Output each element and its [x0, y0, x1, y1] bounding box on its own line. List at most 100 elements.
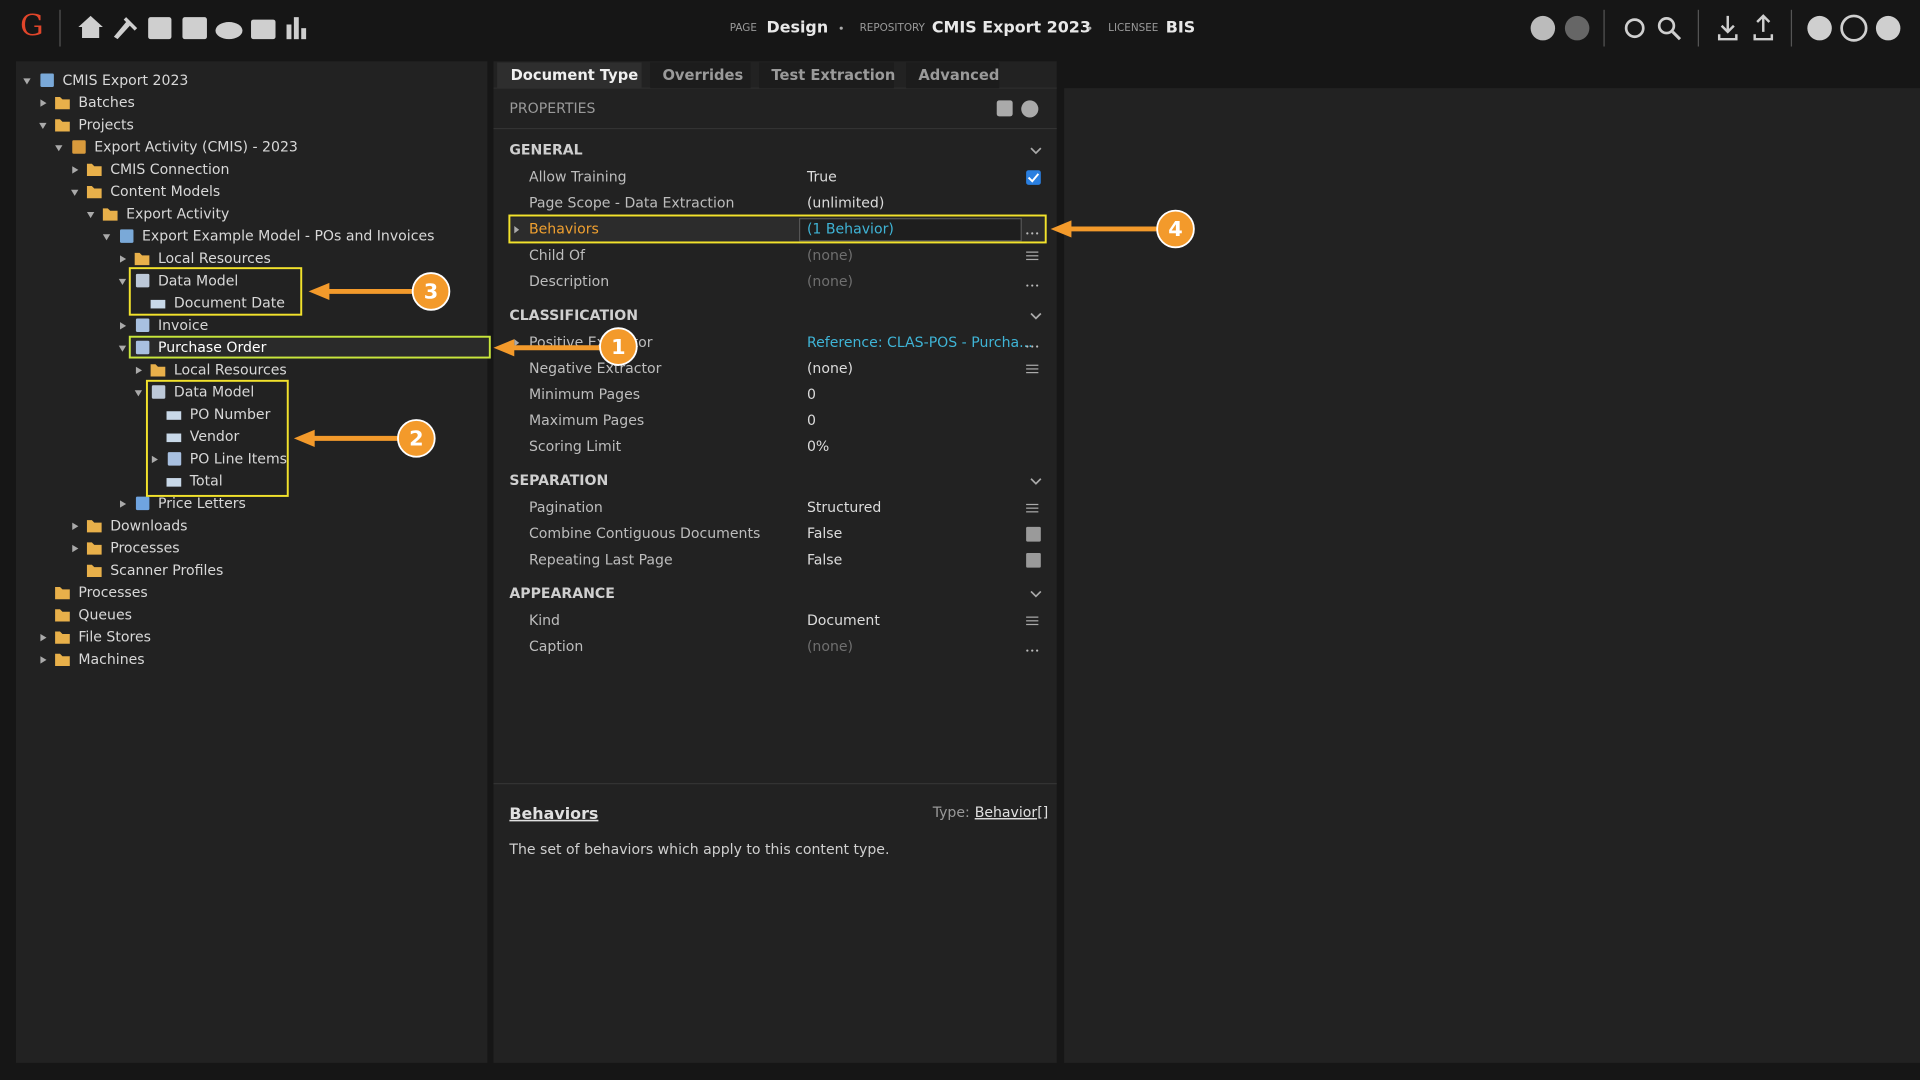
property-value[interactable]: 0	[807, 387, 816, 403]
expander[interactable]	[39, 122, 47, 130]
tree-label[interactable]: Projects	[78, 117, 134, 133]
back-button[interactable]	[1530, 15, 1556, 41]
tree-label[interactable]: Total	[189, 474, 223, 490]
property-value[interactable]: (none)	[807, 361, 853, 377]
tree-label[interactable]: Queues	[78, 607, 132, 623]
tree-label[interactable]: Downloads	[110, 518, 187, 534]
chart-icon[interactable]	[286, 24, 292, 40]
tab-label[interactable]: Advanced	[918, 67, 999, 84]
expander[interactable]	[40, 656, 47, 664]
property-value[interactable]: (1 Behavior)	[807, 222, 894, 238]
ellipsis-button[interactable]	[1031, 232, 1034, 235]
expander[interactable]	[72, 522, 79, 530]
tree-label[interactable]: Export Example Model - POs and Invoices	[142, 229, 434, 245]
tree-label[interactable]: Export Activity (CMIS) - 2023	[94, 140, 298, 156]
ellipsis-button[interactable]	[1031, 649, 1034, 652]
collapse-chevron[interactable]	[1030, 478, 1042, 485]
tree-label[interactable]: Vendor	[190, 429, 240, 445]
tree-label[interactable]: Document Date	[174, 296, 285, 312]
refresh-button[interactable]	[1624, 18, 1645, 39]
expander[interactable]	[23, 78, 31, 85]
property-value[interactable]: (none)	[807, 639, 853, 655]
forward-button[interactable]	[1564, 15, 1590, 41]
expander[interactable]	[514, 339, 520, 347]
property-value[interactable]: Reference: CLAS-POS - Purcha...	[807, 335, 1033, 351]
account-button[interactable]	[1840, 14, 1868, 42]
tree-label[interactable]: File Stores	[78, 630, 151, 646]
expander[interactable]	[40, 99, 47, 107]
cloud-icon[interactable]	[215, 22, 243, 40]
property-value[interactable]: (unlimited)	[807, 196, 884, 212]
database-button[interactable]	[1807, 15, 1832, 41]
ellipsis-button[interactable]	[1036, 284, 1039, 287]
media-icon[interactable]	[182, 17, 207, 40]
download-button[interactable]	[1717, 15, 1738, 41]
tree-label[interactable]: Price Letters	[158, 496, 246, 512]
expander[interactable]	[71, 189, 79, 196]
expander[interactable]	[120, 255, 127, 263]
property-value[interactable]: False	[807, 552, 842, 568]
property-value[interactable]: False	[807, 526, 842, 542]
property-value[interactable]: True	[806, 170, 837, 186]
save-button[interactable]	[996, 100, 1013, 117]
property-value[interactable]: 0	[807, 413, 816, 429]
search-button[interactable]	[1657, 17, 1676, 35]
checkbox[interactable]	[1026, 170, 1041, 185]
tree-label[interactable]: Local Resources	[174, 362, 287, 378]
ellipsis-button[interactable]	[1036, 232, 1039, 235]
expander[interactable]	[120, 322, 127, 330]
tab-label[interactable]: Overrides	[662, 67, 743, 84]
briefcase-icon[interactable]	[251, 19, 276, 40]
expander[interactable]	[134, 390, 143, 397]
tree-label[interactable]: Data Model	[174, 385, 254, 401]
help-button[interactable]	[1875, 15, 1901, 41]
tree-label[interactable]: Machines	[78, 652, 144, 668]
ellipsis-button[interactable]	[1026, 284, 1029, 287]
tree-label[interactable]: Processes	[110, 541, 179, 557]
collapse-chevron[interactable]	[1030, 590, 1042, 598]
tree-label[interactable]: PO Line Items	[190, 451, 287, 467]
property-value[interactable]: 0%	[807, 439, 829, 455]
ellipsis-button[interactable]	[1026, 232, 1029, 235]
ellipsis-button[interactable]	[1031, 284, 1034, 287]
tree-label[interactable]: Processes	[78, 585, 147, 601]
close-button[interactable]	[1021, 100, 1039, 118]
ellipsis-button[interactable]	[1036, 649, 1039, 652]
upload-button[interactable]	[1753, 14, 1774, 41]
tree-label[interactable]: Invoice	[158, 318, 208, 334]
tree-label[interactable]: Scanner Profiles	[110, 563, 223, 579]
checkbox[interactable]	[1026, 526, 1041, 542]
tree-label[interactable]: CMIS Export 2023	[62, 73, 188, 89]
collapse-chevron[interactable]	[1030, 312, 1042, 320]
tree-label[interactable]: Purchase Order	[158, 340, 267, 356]
checkbox[interactable]	[1026, 552, 1041, 568]
tree-label[interactable]: Content Models	[110, 184, 220, 200]
ellipsis-button[interactable]	[1026, 345, 1029, 348]
expander[interactable]	[118, 278, 127, 285]
property-value[interactable]: Structured	[807, 500, 881, 516]
ellipsis-button[interactable]	[1026, 649, 1029, 652]
expander[interactable]	[118, 345, 127, 352]
expander[interactable]	[55, 145, 63, 152]
expander[interactable]	[86, 212, 95, 219]
expander[interactable]	[151, 455, 158, 464]
expander[interactable]	[102, 234, 111, 241]
collapse-chevron[interactable]	[1030, 147, 1042, 155]
tree-label[interactable]: Export Activity	[126, 206, 229, 222]
property-value[interactable]: (none)	[807, 248, 853, 264]
expander[interactable]	[120, 500, 127, 508]
expander[interactable]	[135, 366, 143, 375]
expander[interactable]	[40, 633, 47, 642]
tab-label[interactable]: Document Type	[511, 67, 639, 84]
expander[interactable]	[72, 166, 79, 174]
expander[interactable]	[514, 226, 520, 234]
tab-label[interactable]: Test Extraction	[771, 67, 895, 84]
tree-label[interactable]: PO Number	[190, 407, 271, 423]
property-value[interactable]: (none)	[807, 274, 853, 290]
property-value[interactable]: Document	[807, 613, 880, 629]
logo[interactable]: G	[20, 8, 43, 42]
tools-icon[interactable]	[113, 17, 138, 40]
tree-label[interactable]: Local Resources	[158, 251, 271, 267]
tree-label[interactable]: Data Model	[158, 273, 238, 289]
tree-label[interactable]: CMIS Connection	[110, 162, 229, 178]
